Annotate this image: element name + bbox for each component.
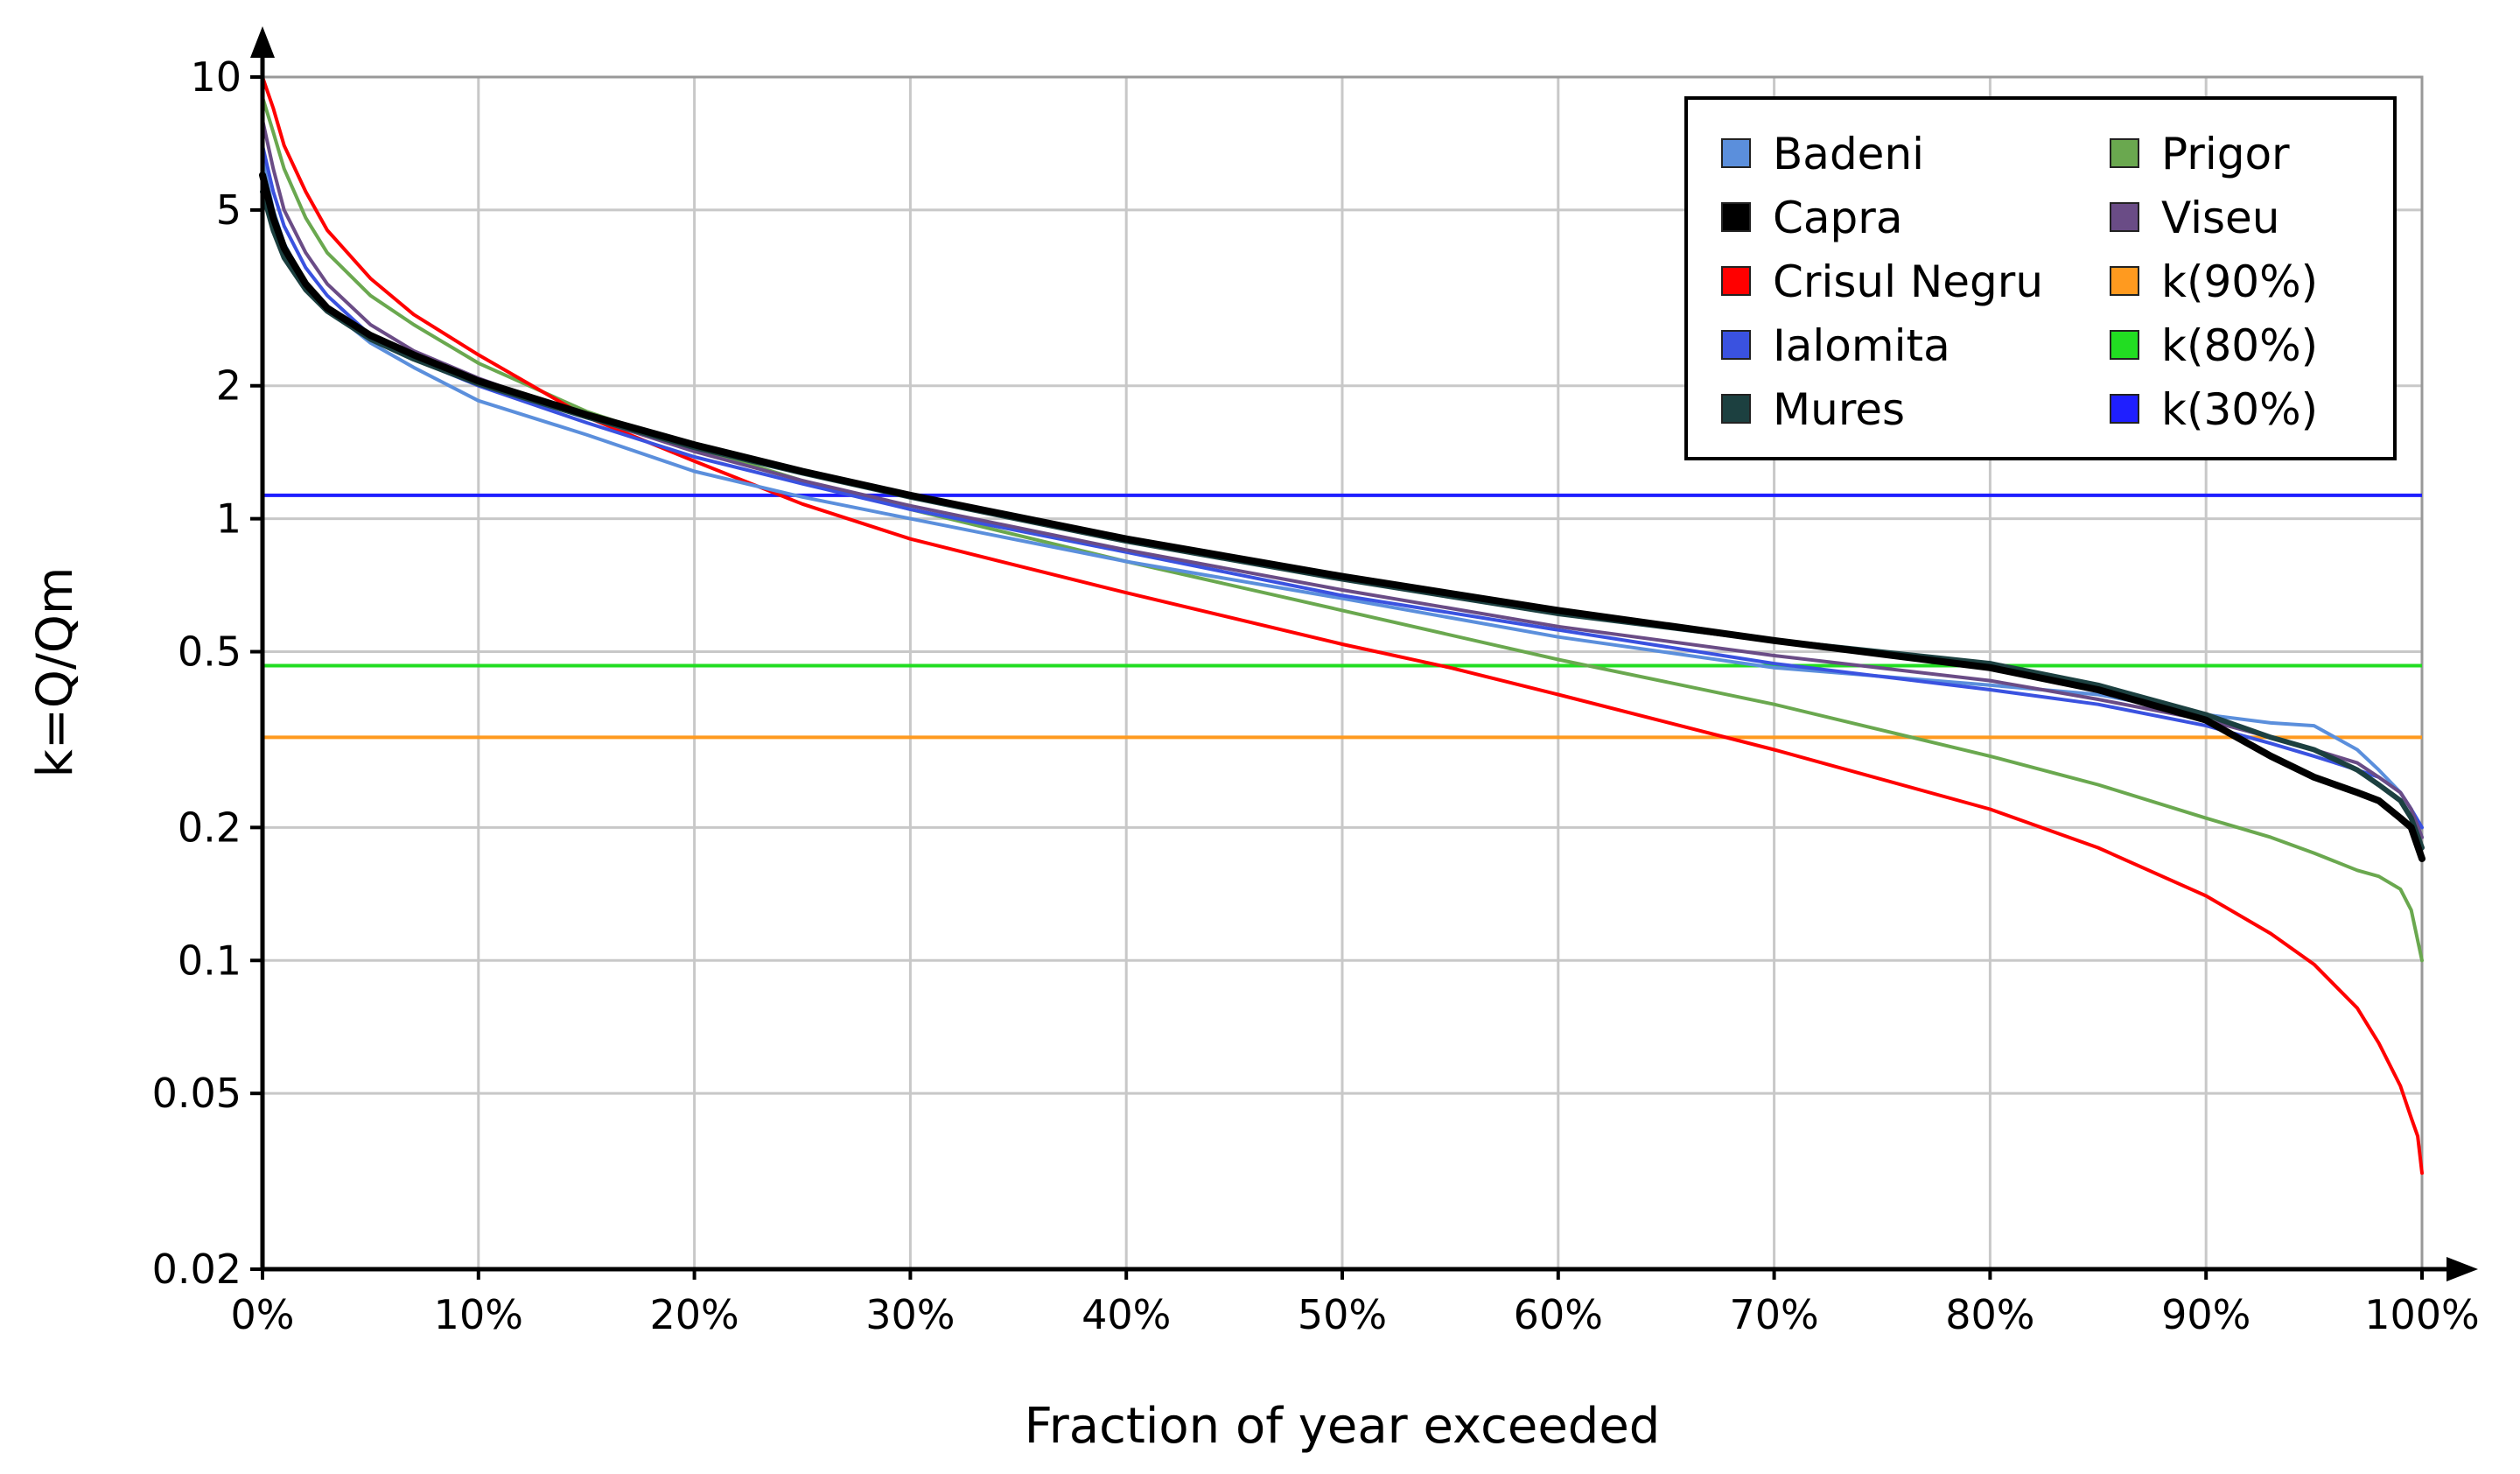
legend-label: Capra xyxy=(1773,193,1903,243)
y-axis-title: k=Q/Qm xyxy=(27,567,84,778)
legend-swatch xyxy=(2110,394,2139,424)
legend-swatch xyxy=(2110,138,2139,168)
x-tick-label: 20% xyxy=(649,1291,738,1338)
y-tick-label: 0.05 xyxy=(152,1070,242,1117)
legend-swatch xyxy=(1721,202,1751,232)
x-tick-label: 50% xyxy=(1298,1291,1387,1338)
legend: Badeni Capra Crisul Negru Ialomita Mures Prig… xyxy=(1684,96,2397,460)
legend-swatch xyxy=(1721,394,1751,424)
y-tick-label: 0.02 xyxy=(152,1246,242,1293)
x-axis-title: Fraction of year exceeded xyxy=(1025,1398,1661,1455)
x-tick-labels: 0% 10% 20% 30% 40% 50% 60% 70% 80% 90% 100% xyxy=(231,1291,2480,1338)
series-layer xyxy=(259,75,2426,1176)
x-tick-label: 30% xyxy=(865,1291,955,1338)
legend-label: Crisul Negru xyxy=(1773,256,2043,307)
legend-label: k(90%) xyxy=(2161,256,2318,307)
legend-label: Ialomita xyxy=(1773,320,1950,371)
series-line-capra xyxy=(259,172,2426,862)
x-axis-arrow xyxy=(2446,1257,2478,1281)
legend-swatch xyxy=(1721,266,1751,296)
series-line-viseu xyxy=(261,117,2424,839)
x-tick-label: 60% xyxy=(1514,1291,1603,1338)
legend-label: k(80%) xyxy=(2161,320,2318,371)
legend-label: Badeni xyxy=(1773,129,1924,179)
x-tick-label: 100% xyxy=(2364,1291,2480,1338)
axes xyxy=(250,26,2478,1281)
x-tick-label: 40% xyxy=(1082,1291,1171,1338)
y-tick-label: 5 xyxy=(216,186,242,234)
legend-swatch xyxy=(1721,330,1751,360)
legend-swatch xyxy=(2110,330,2139,360)
legend-box xyxy=(1684,96,2397,460)
legend-swatch xyxy=(2110,266,2139,296)
series-line-crisul-negru xyxy=(261,75,2424,1176)
legend-label: Viseu xyxy=(2161,193,2280,243)
x-tick-label: 80% xyxy=(1945,1291,2034,1338)
legend-label: Prigor xyxy=(2161,129,2290,179)
legend-label: k(30%) xyxy=(2161,384,2318,435)
x-tick-label: 10% xyxy=(434,1291,523,1338)
y-axis-arrow xyxy=(250,26,275,58)
x-tick-label: 90% xyxy=(2161,1291,2250,1338)
y-tick-labels: 10 5 2 1 0.5 0.2 0.1 0.05 0.02 xyxy=(152,53,242,1293)
y-tick-label: 2 xyxy=(216,362,242,410)
legend-swatch xyxy=(1721,138,1751,168)
x-tick-label: 0% xyxy=(231,1291,295,1338)
legend-swatch xyxy=(2110,202,2139,232)
legend-label: Mures xyxy=(1773,384,1905,435)
y-tick-label: 10 xyxy=(190,53,242,101)
series-line-prigor xyxy=(261,95,2424,963)
y-tick-label: 0.5 xyxy=(178,628,242,676)
y-tick-label: 1 xyxy=(216,495,242,543)
y-tick-label: 0.2 xyxy=(178,804,242,851)
y-tick-label: 0.1 xyxy=(178,937,242,984)
x-tick-label: 70% xyxy=(1729,1291,1818,1338)
